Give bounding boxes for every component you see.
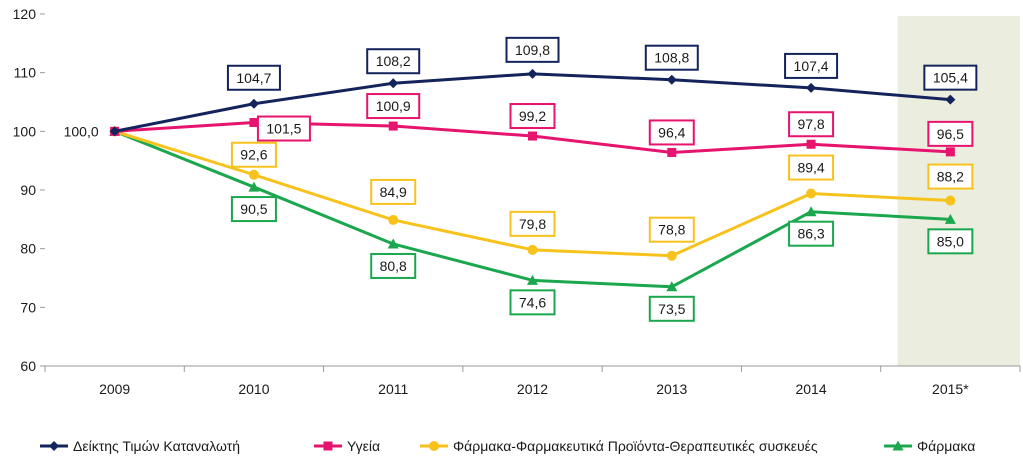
legend-label-0: Δείκτης Τιμών Καταναλωτή [73, 438, 240, 454]
data-label-box-3-2013 [648, 295, 695, 322]
series-1-point-2014 [806, 139, 816, 149]
y-tick-label: 100 [13, 123, 37, 139]
data-label-1-2011: 100,9 [376, 98, 411, 114]
x-tick-label-2010: 2010 [238, 381, 269, 397]
data-label-start: 100,0 [64, 123, 99, 139]
data-label-0-2013: 108,8 [654, 50, 689, 66]
data-label-2-2015: 88,2 [937, 169, 964, 185]
x-tick-label-2011: 2011 [378, 381, 408, 397]
data-label-box-1-2013 [648, 119, 695, 146]
legend-marker-0 [49, 441, 59, 451]
y-tick-label: 110 [14, 65, 37, 81]
y-tick-label: 70 [20, 299, 36, 315]
series-3-point-2014 [805, 206, 817, 217]
x-tick-label-2014: 2014 [795, 381, 826, 397]
data-label-3-2011: 80,8 [380, 258, 407, 274]
data-label-2-2013: 78,8 [658, 222, 685, 238]
x-tick-label-2009: 2009 [99, 381, 130, 397]
data-label-0-2011: 108,2 [376, 53, 411, 69]
data-label-box-0-2010 [226, 64, 281, 91]
x-tick-label-2013: 2013 [656, 381, 687, 397]
series-2-point-2015 [945, 195, 956, 206]
data-label-box-1-2014 [788, 111, 835, 138]
data-label-0-2015: 105,4 [933, 70, 968, 86]
data-label-box-2-2011 [370, 178, 417, 205]
series-3-point-2010 [248, 181, 260, 192]
legend-marker-2 [429, 441, 439, 451]
data-label-3-2013: 73,5 [658, 301, 685, 317]
data-label-0-2010: 104,7 [236, 70, 271, 86]
series-1-point-2013 [667, 147, 677, 157]
legend-label-1: Υγεία [347, 438, 380, 454]
legend-label-3: Φάρμακα [917, 438, 975, 454]
data-label-box-2-2014 [788, 154, 835, 181]
data-label-box-0-2012 [505, 36, 560, 63]
data-label-1-2010: 101,5 [266, 121, 301, 137]
data-label-1-2015: 96,5 [937, 126, 964, 142]
series-2-point-2013 [666, 250, 677, 261]
series-1-point-2015 [945, 147, 955, 157]
x-tick-label-2015: 2015* [932, 381, 969, 397]
series-2-point-2014 [806, 188, 817, 199]
series-3-point-2013 [666, 281, 678, 292]
data-label-3-2010: 90,5 [240, 201, 267, 217]
data-label-box-2-2012 [509, 210, 556, 237]
series-2-point-2011 [388, 214, 399, 225]
data-label-box-3-2015 [927, 228, 974, 255]
series-3-point-2011 [387, 238, 399, 249]
y-tick-label: 80 [20, 241, 36, 257]
y-tick-label: 120 [13, 6, 37, 22]
data-label-2-2014: 89,4 [797, 160, 824, 176]
data-label-box-0-2014 [784, 52, 839, 79]
data-label-box-3-2010 [230, 196, 277, 223]
data-label-2-2010: 92,6 [240, 147, 267, 163]
data-label-2-2012: 79,8 [519, 216, 546, 232]
series-1-point-2011 [388, 121, 398, 131]
data-label-box-1-2011 [366, 93, 421, 120]
y-tick-label: 90 [20, 182, 36, 198]
data-label-box-0-2011 [366, 48, 421, 75]
data-label-0-2014: 107,4 [794, 58, 829, 74]
series-2-point-2012 [527, 244, 538, 255]
legend-marker-1 [323, 441, 333, 451]
series-3-point-2012 [527, 274, 538, 285]
series-0-point-2012 [527, 68, 538, 79]
data-label-box-0-2013 [644, 44, 699, 71]
series-0-point-2009 [109, 126, 120, 137]
series-0-point-2013 [666, 74, 677, 85]
series-2-point-2010 [248, 169, 259, 180]
data-label-2-2011: 84,9 [380, 184, 407, 200]
series-0-point-2014 [806, 82, 817, 93]
data-label-box-3-2014 [788, 220, 835, 247]
data-label-box-1-2010 [256, 115, 311, 142]
data-label-box-2-2010 [230, 141, 277, 168]
data-label-box-3-2011 [370, 252, 417, 279]
series-1-point-2010 [249, 118, 259, 128]
series-0-point-2010 [248, 98, 259, 109]
series-1-point-2012 [528, 131, 537, 141]
series-3-point-2015 [944, 213, 956, 224]
x-tick-label-2012: 2012 [517, 381, 548, 397]
series-0-point-2011 [388, 78, 399, 89]
legend-label-2: Φάρμακα-Φαρμακευτικά Προϊόντα-Θεραπευτικ… [453, 438, 818, 454]
data-label-0-2012: 109,8 [515, 42, 550, 58]
data-label-box-0-2015 [923, 64, 978, 91]
series-0-point-2015 [945, 94, 956, 105]
data-label-box-1-2012 [509, 103, 556, 130]
data-label-box-2-2013 [648, 216, 695, 243]
data-label-1-2012: 99,2 [519, 108, 546, 124]
data-label-3-2014: 86,3 [797, 226, 824, 242]
data-label-1-2013: 96,4 [658, 124, 685, 140]
data-label-box-2-2015 [927, 163, 974, 190]
data-label-box-3-2012 [509, 289, 556, 316]
data-label-3-2015: 85,0 [937, 233, 964, 249]
data-label-1-2014: 97,8 [797, 116, 824, 132]
data-label-3-2012: 74,6 [519, 294, 546, 310]
legend-marker-3 [892, 440, 904, 451]
y-tick-label: 60 [20, 358, 36, 374]
data-label-box-1-2015 [927, 120, 974, 147]
